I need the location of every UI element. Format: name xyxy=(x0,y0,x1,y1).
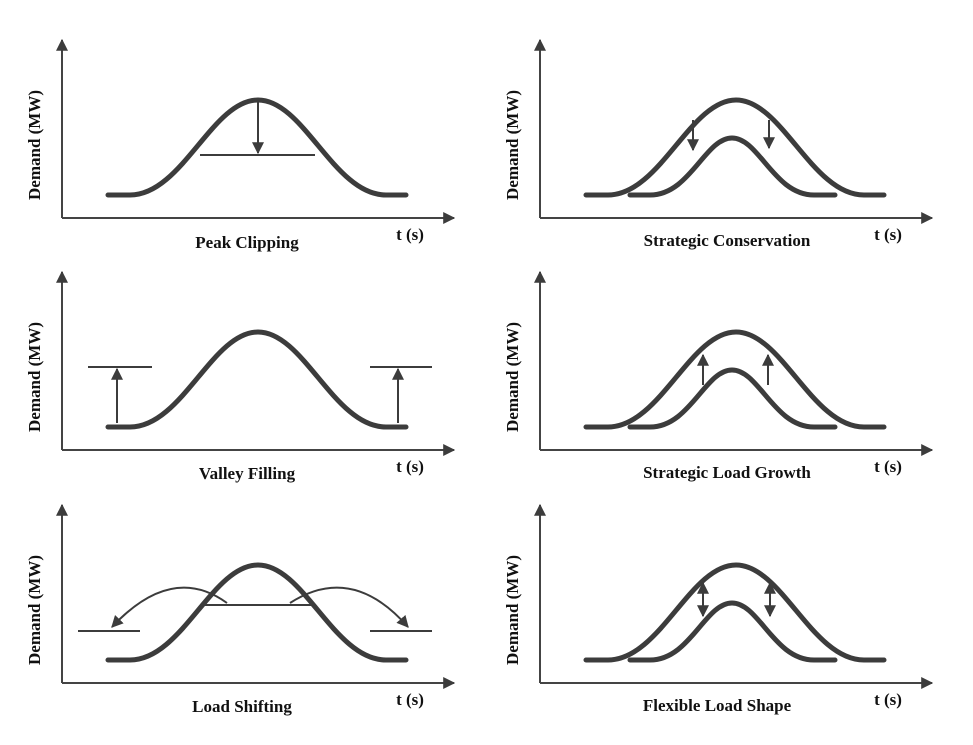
x-label: t (s) xyxy=(396,457,424,476)
panel: Demand (MW) t (s) Load Shifting xyxy=(25,505,454,716)
panel: Demand (MW) t (s) Flexible Load Shape xyxy=(503,505,932,715)
caption: Flexible Load Shape xyxy=(643,696,792,715)
x-label: t (s) xyxy=(874,457,902,476)
panel: Demand (MW) t (s) Peak Clipping xyxy=(25,40,454,252)
y-label: Demand (MW) xyxy=(503,555,522,665)
y-label: Demand (MW) xyxy=(25,555,44,665)
caption: Valley Filling xyxy=(199,464,296,483)
caption: Load Shifting xyxy=(192,697,292,716)
y-label: Demand (MW) xyxy=(503,322,522,432)
caption: Peak Clipping xyxy=(195,233,299,252)
y-label: Demand (MW) xyxy=(25,322,44,432)
x-label: t (s) xyxy=(396,690,424,709)
panel: Demand (MW) t (s) Valley Filling xyxy=(25,272,454,483)
x-label: t (s) xyxy=(874,690,902,709)
caption: Strategic Conservation xyxy=(644,231,811,250)
y-label: Demand (MW) xyxy=(503,90,522,200)
y-label: Demand (MW) xyxy=(25,90,44,200)
panel: Demand (MW) t (s) Strategic Load Growth xyxy=(503,272,932,482)
panel: Demand (MW) t (s) Strategic Conservation xyxy=(503,40,932,250)
x-label: t (s) xyxy=(396,225,424,244)
x-label: t (s) xyxy=(874,225,902,244)
caption: Strategic Load Growth xyxy=(643,463,811,482)
